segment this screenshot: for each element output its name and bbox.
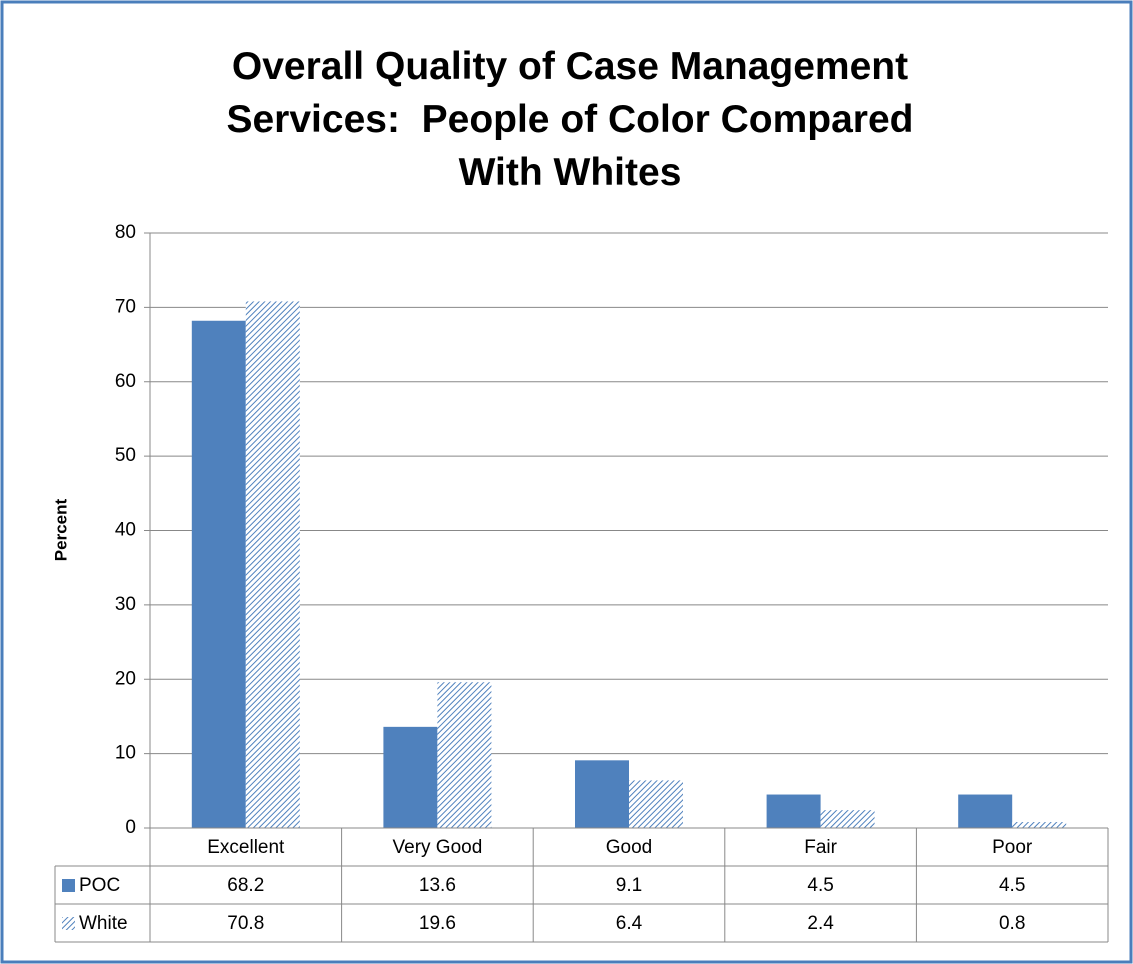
table-value: 19.6: [419, 913, 456, 934]
y-axis-label: Percent: [51, 498, 70, 561]
y-tick-label: 80: [115, 222, 136, 243]
legend-key: [62, 879, 75, 892]
bar: [575, 760, 629, 828]
bar: [1012, 822, 1067, 828]
table-value: 6.4: [616, 913, 643, 934]
y-tick-label: 30: [115, 594, 136, 615]
table-value: 9.1: [616, 875, 642, 896]
y-tick-label: 40: [115, 520, 136, 541]
table-value: 0.8: [999, 913, 1025, 934]
table-value: 4.5: [999, 875, 1025, 896]
table-value: 2.4: [807, 913, 834, 934]
bar: [629, 780, 683, 828]
x-tick-label: Poor: [992, 837, 1033, 858]
bar: [245, 301, 300, 828]
y-tick-label: 20: [115, 668, 136, 689]
legend-key: [62, 917, 75, 930]
x-tick-label: Excellent: [207, 837, 285, 858]
table-value: 4.5: [807, 875, 833, 896]
y-tick-label: 10: [115, 743, 136, 764]
x-tick-label: Very Good: [393, 837, 483, 858]
table-value: 68.2: [227, 875, 264, 896]
bar: [437, 682, 492, 828]
bar: [191, 320, 246, 828]
bar: [958, 794, 1013, 828]
y-tick-label: 50: [115, 445, 136, 466]
bar: [820, 810, 875, 828]
legend-label: White: [79, 913, 128, 934]
bar: [766, 794, 821, 828]
chart-title: Overall Quality of Case Management Servi…: [226, 45, 925, 194]
x-tick-label: Fair: [804, 837, 837, 858]
y-tick-label: 60: [115, 371, 136, 392]
bar: [383, 726, 438, 828]
x-tick-label: Good: [606, 837, 652, 858]
table-value: 13.6: [419, 875, 456, 896]
table-value: 70.8: [227, 913, 264, 934]
legend-label: POC: [79, 875, 120, 896]
y-tick-label: 0: [125, 817, 136, 838]
y-tick-label: 70: [115, 296, 136, 317]
